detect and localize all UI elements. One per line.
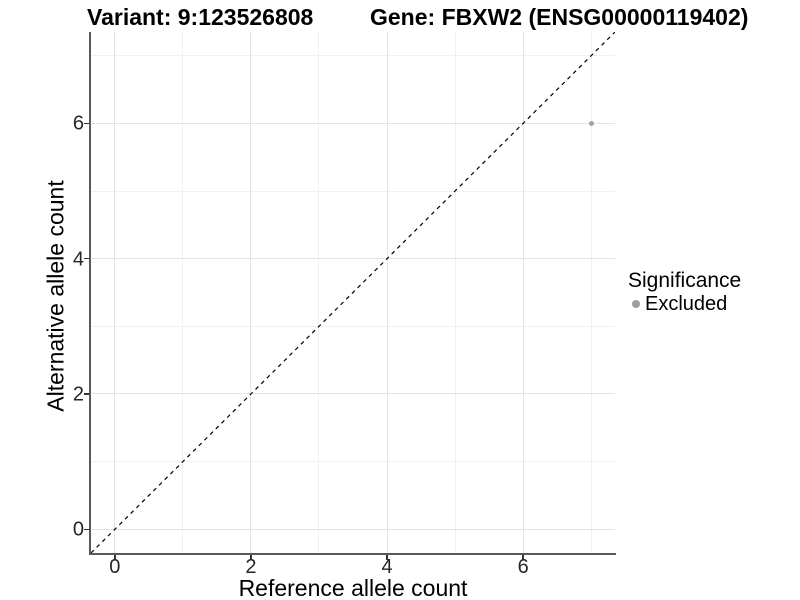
y-tick-label: 6 (72, 112, 84, 135)
x-tick-mark (522, 555, 524, 560)
gridline-major-vertical (386, 32, 388, 553)
gridline-minor-horizontal (91, 55, 615, 57)
identity-reference-line (91, 32, 615, 553)
y-tick-mark (84, 528, 89, 531)
y-axis-line (89, 32, 91, 555)
y-tick-mark (84, 122, 89, 125)
plot-title-variant: Variant: 9:123526808 (87, 4, 314, 30)
gridline-minor-vertical (454, 32, 456, 553)
legend-key-dot-icon (632, 300, 640, 308)
gridline-major-vertical (114, 32, 116, 553)
legend-entry: Excluded (628, 293, 741, 315)
plot-title-gene: Gene: FBXW2 (ENSG00000119402) (370, 4, 749, 30)
gridline-major-horizontal (91, 393, 615, 395)
legend-entries: Excluded (628, 293, 741, 315)
y-axis-title: Alternative allele count (42, 180, 69, 412)
legend-title: Significance (628, 269, 742, 292)
data-point (588, 120, 594, 126)
y-tick-label: 2 (72, 383, 84, 406)
x-tick-label: 2 (245, 556, 257, 578)
gridline-major-horizontal (91, 122, 615, 124)
y-tick-mark (84, 393, 89, 395)
y-tick-mark (84, 257, 89, 260)
x-axis-line (89, 553, 616, 555)
y-tick-label: 4 (72, 248, 84, 271)
x-axis-title: Reference allele count (238, 575, 468, 600)
gridline-minor-horizontal (91, 190, 615, 192)
gridline-major-horizontal (91, 258, 615, 260)
x-tick-label: 6 (517, 556, 529, 578)
x-tick-mark (114, 555, 116, 560)
plot-panel (91, 32, 615, 553)
y-tick-label: 0 (72, 518, 84, 541)
gridline-minor-horizontal (91, 461, 615, 463)
gridline-minor-vertical (182, 32, 184, 553)
x-tick-label: 0 (109, 556, 121, 578)
legend-entry-label: Excluded (645, 293, 728, 315)
x-tick-mark (386, 555, 388, 560)
gridline-minor-vertical (590, 32, 592, 553)
gridline-minor-vertical (318, 32, 320, 553)
legend: Significance Excluded (628, 269, 742, 316)
x-tick-label: 4 (381, 556, 393, 578)
x-tick-mark (250, 555, 252, 560)
gridline-major-horizontal (91, 528, 615, 530)
gridline-minor-horizontal (91, 325, 615, 327)
gridline-major-vertical (250, 32, 252, 553)
gridline-major-vertical (522, 32, 524, 553)
